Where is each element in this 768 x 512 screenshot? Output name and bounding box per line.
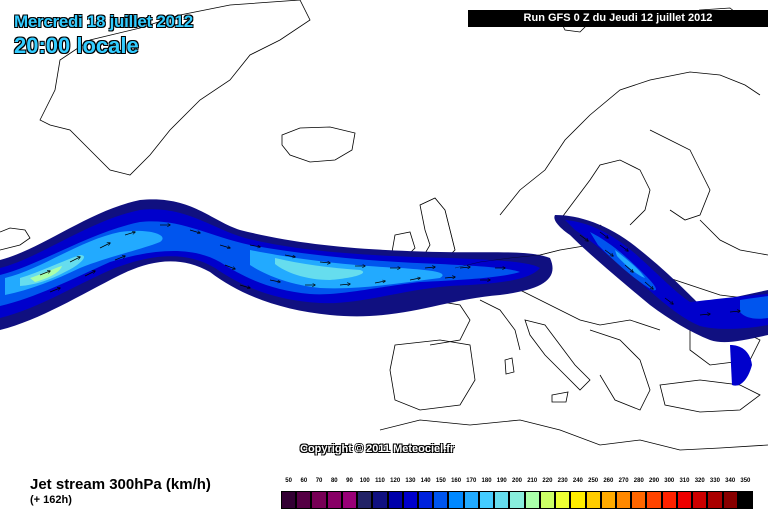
legend-swatch [296,491,312,509]
copyright-notice: Copyright © 2011 Meteociel.fr [300,443,455,455]
legend-label: 70 [315,478,323,484]
legend-swatch [463,491,479,509]
jet-stream-map [0,0,768,451]
legend-swatch [631,491,647,509]
model-run-label: Run GFS 0 Z du Jeudi 12 juillet 2012 [468,10,768,27]
legend-swatch [478,491,495,509]
legend-swatch [555,491,571,509]
legend-label: 270 [618,478,629,484]
legend-swatch [281,491,297,509]
legend-label: 190 [496,478,507,484]
legend-label: 210 [527,478,538,484]
legend-label: 240 [572,478,583,484]
legend-swatch [539,491,556,509]
legend-swatch [570,491,586,509]
forecast-hour: (+ 162h) [30,494,72,506]
legend-swatch [402,491,419,509]
legend-label: 60 [300,478,308,484]
legend-swatch [418,491,434,509]
legend-label: 90 [346,478,353,484]
legend-label: 340 [725,478,736,484]
legend-swatch [311,491,327,509]
legend-swatch [387,491,403,509]
legend-swatch [357,491,373,509]
legend-swatch [737,491,753,509]
legend-label: 80 [330,478,338,484]
color-scale-legend: 50 60 70 80 90 100 110 120 130 140 150 160 170 180 190… [281,478,753,510]
legend-swatch [661,491,677,509]
legend-label: 140 [420,478,431,484]
jet-stream-atlantic [0,199,553,330]
legend-swatch [646,491,662,509]
legend-label: 180 [481,478,492,484]
legend-swatch [585,491,601,509]
legend-swatch [600,491,616,509]
legend-label: 150 [435,478,446,484]
legend-swatch [433,491,449,509]
valid-date: Mercredi 18 juillet 2012 [14,12,193,31]
legend-label: 170 [466,478,477,484]
legend-swatch [326,491,342,509]
legend-swatch [676,491,693,509]
legend-label: 300 [664,478,675,484]
legend-swatch [372,491,388,509]
valid-time: 20:00 locale [14,33,139,58]
jet-stream-europe [554,215,768,386]
legend-label: 320 [694,478,705,484]
coastlines-overlay [419,197,561,269]
legend-label: 310 [679,478,690,484]
legend-label: 330 [709,478,720,484]
legend-swatch [509,491,525,509]
legend-label: 160 [451,478,462,484]
legend-swatch [341,491,358,509]
legend-label: 350 [740,478,751,484]
legend-swatch [448,491,464,509]
legend-swatch [524,491,540,509]
legend-swatch [494,491,510,509]
legend-label: 290 [649,478,660,484]
legend-label: 50 [285,478,292,484]
legend-label: 110 [375,478,385,484]
legend-label: 260 [603,478,614,484]
legend-swatch [615,491,632,509]
legend-swatch [692,491,708,509]
legend-label: 250 [588,478,599,484]
legend-label: 280 [633,478,644,484]
product-title: Jet stream 300hPa (km/h) [30,476,211,493]
legend-swatch [722,491,738,509]
wind-vectors [39,225,740,315]
legend-label: 220 [542,478,553,484]
legend-label: 200 [511,478,523,484]
legend-swatch [707,491,723,509]
legend-label: 130 [405,478,416,484]
legend-label: 120 [390,478,401,484]
legend-label: 100 [359,478,370,484]
legend-label: 230 [557,478,568,484]
